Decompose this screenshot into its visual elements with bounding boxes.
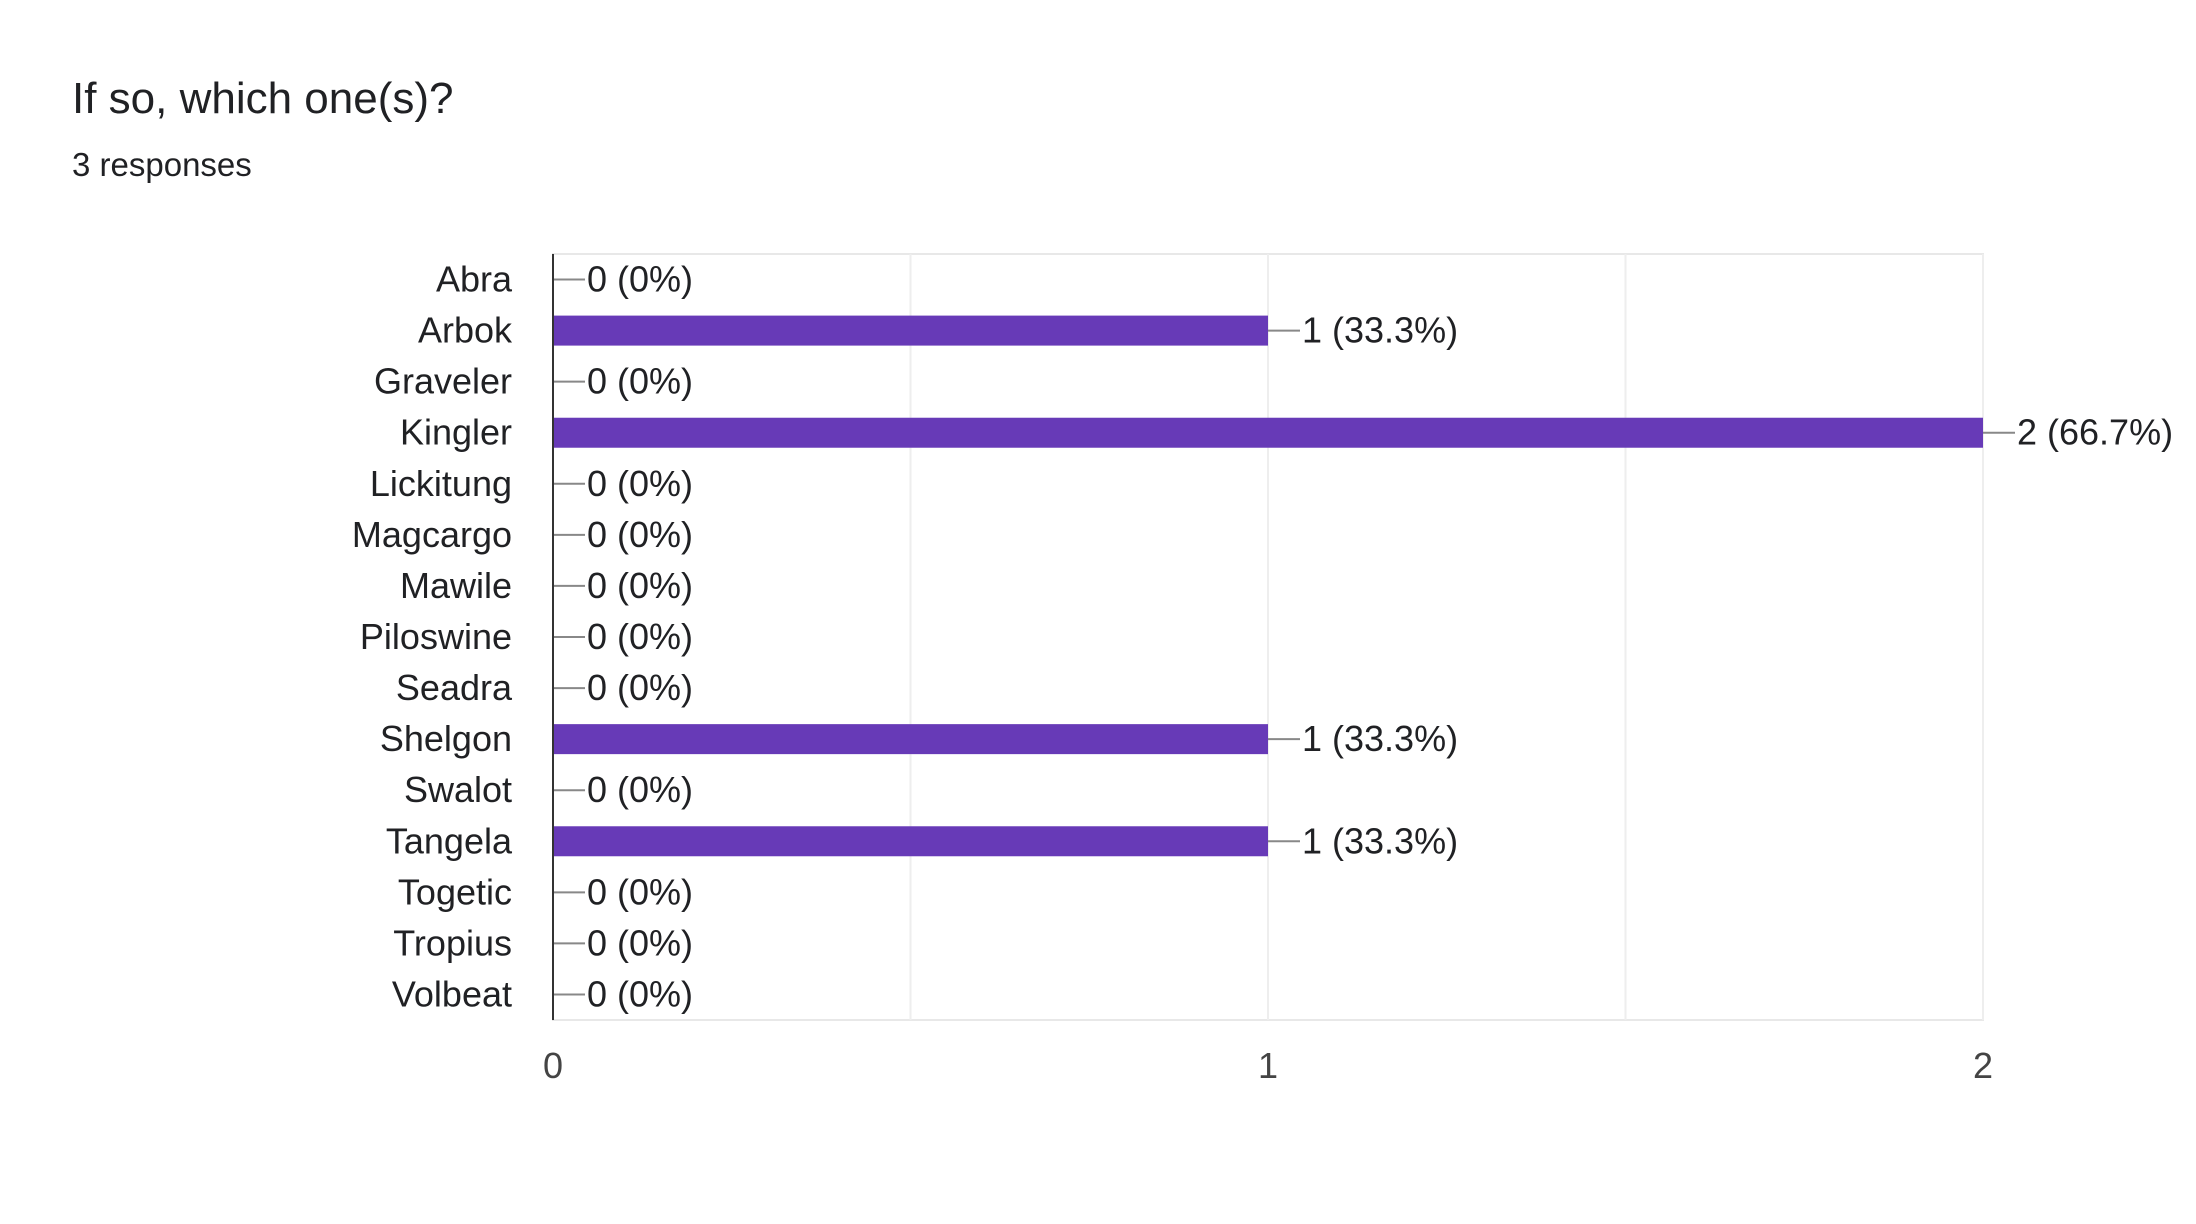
data-label: 0 (0%) <box>587 463 693 504</box>
category-label: Volbeat <box>392 973 512 1014</box>
category-label: Swalot <box>404 769 512 810</box>
x-tick-label: 0 <box>543 1045 563 1086</box>
data-label: 1 (33.3%) <box>1302 718 1458 759</box>
category-label: Togetic <box>398 871 512 912</box>
data-label: 1 (33.3%) <box>1302 820 1458 861</box>
bar <box>553 826 1268 857</box>
category-label: Graveler <box>374 361 512 402</box>
data-label: 0 (0%) <box>587 871 693 912</box>
category-label: Arbok <box>418 310 513 351</box>
category-label: Lickitung <box>370 463 512 504</box>
data-label: 0 (0%) <box>587 769 693 810</box>
category-label: Shelgon <box>380 718 512 759</box>
data-label: 0 (0%) <box>587 565 693 606</box>
category-label: Tropius <box>393 922 512 963</box>
question-title: If so, which one(s)? <box>72 74 454 123</box>
category-label: Abra <box>436 259 513 300</box>
data-label: 0 (0%) <box>587 361 693 402</box>
response-count: 3 responses <box>72 146 252 183</box>
data-label: 0 (0%) <box>587 922 693 963</box>
bar <box>553 724 1268 755</box>
data-label: 0 (0%) <box>587 667 693 708</box>
category-label: Kingler <box>400 412 512 453</box>
bar <box>553 315 1268 346</box>
data-label: 0 (0%) <box>587 514 693 555</box>
data-label: 0 (0%) <box>587 973 693 1014</box>
bar <box>553 417 1983 448</box>
category-label: Seadra <box>396 667 513 708</box>
category-label: Mawile <box>400 565 512 606</box>
category-label: Piloswine <box>360 616 512 657</box>
data-label: 2 (66.7%) <box>2017 412 2173 453</box>
data-label: 1 (33.3%) <box>1302 310 1458 351</box>
x-tick-label: 2 <box>1973 1045 1993 1086</box>
category-label: Tangela <box>386 820 513 861</box>
data-label: 0 (0%) <box>587 259 693 300</box>
data-label: 0 (0%) <box>587 616 693 657</box>
category-label: Magcargo <box>352 514 512 555</box>
x-tick-label: 1 <box>1258 1045 1278 1086</box>
